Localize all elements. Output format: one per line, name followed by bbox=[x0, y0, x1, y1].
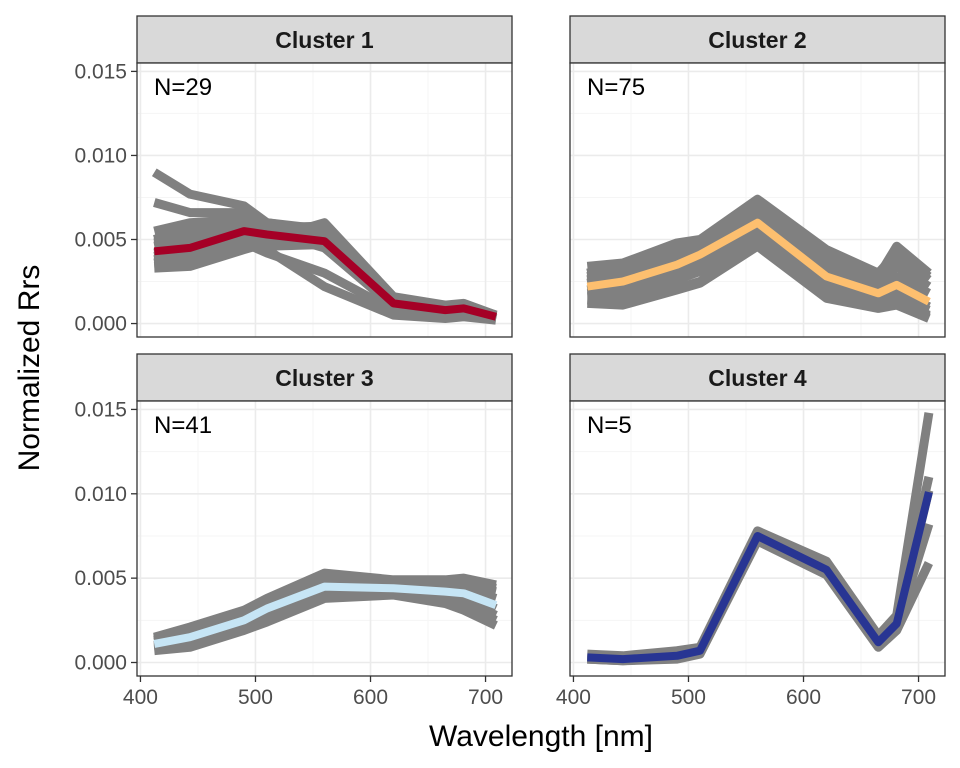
strip-title: Cluster 3 bbox=[275, 365, 373, 391]
panel-border bbox=[136, 62, 513, 338]
x-tick-label: 700 bbox=[901, 686, 936, 709]
axes-layer: 0.000 0.005 0.010 0.015 0.000 0.005 0.010 0.015… bbox=[74, 60, 936, 709]
strip-background bbox=[136, 15, 513, 64]
y-tick-label: 0.010 bbox=[74, 144, 127, 167]
y-tick-label: 0.005 bbox=[74, 567, 127, 590]
x-tick-label: 600 bbox=[786, 686, 821, 709]
mean-spectrum-line bbox=[153, 582, 498, 648]
strip-title: Cluster 4 bbox=[708, 365, 807, 391]
x-tick-label: 500 bbox=[238, 686, 273, 709]
y-tick-label: 0.000 bbox=[74, 313, 127, 336]
series-group bbox=[151, 168, 498, 325]
sample-count-label: N=41 bbox=[154, 412, 212, 439]
x-tick-label: 500 bbox=[671, 686, 706, 709]
x-tick-label: 600 bbox=[353, 686, 388, 709]
sample-count-label: N=5 bbox=[587, 412, 632, 439]
x-tick-label: 700 bbox=[468, 686, 503, 709]
strip-title: Cluster 1 bbox=[275, 27, 374, 53]
panel-border bbox=[569, 400, 946, 677]
sample-count-label: N=75 bbox=[587, 74, 645, 101]
series-group bbox=[586, 194, 932, 323]
mean-spectrum-line bbox=[587, 491, 933, 664]
sample-count-label: N=29 bbox=[154, 74, 212, 101]
series-group bbox=[587, 412, 934, 666]
strip-background bbox=[569, 353, 946, 402]
y-tick-label: 0.005 bbox=[74, 229, 127, 252]
panel-2: Cluster 2 N=75 bbox=[569, 15, 946, 338]
panel-4: Cluster 4 N=5 bbox=[569, 353, 946, 677]
panel-background bbox=[137, 63, 512, 337]
mean-spectrum-line bbox=[153, 227, 497, 321]
panel-border bbox=[569, 62, 946, 338]
x-axis-title: Wavelength [nm] bbox=[429, 720, 653, 753]
mean-spectrum-line bbox=[586, 218, 931, 306]
panel-1: Cluster 1 N=29 bbox=[136, 15, 513, 338]
y-axis-title: Normalized Rrs bbox=[13, 265, 46, 472]
member-spectrum-line bbox=[587, 241, 931, 323]
y-tick-label: 0.000 bbox=[74, 652, 127, 675]
strip-title: Cluster 2 bbox=[708, 27, 806, 53]
strip-background bbox=[569, 15, 946, 64]
member-spectrum-line bbox=[586, 194, 932, 281]
y-tick-label: 0.015 bbox=[74, 398, 127, 421]
series-group bbox=[153, 568, 498, 656]
y-tick-label: 0.010 bbox=[74, 483, 127, 506]
panel-3: Cluster 3 N=41 bbox=[136, 353, 513, 677]
panel-border bbox=[136, 400, 513, 677]
y-tick-label: 0.015 bbox=[74, 60, 127, 83]
x-tick-label: 400 bbox=[123, 686, 158, 709]
strip-background bbox=[136, 353, 513, 402]
x-tick-label: 400 bbox=[556, 686, 591, 709]
member-spectrum-line bbox=[153, 590, 498, 656]
